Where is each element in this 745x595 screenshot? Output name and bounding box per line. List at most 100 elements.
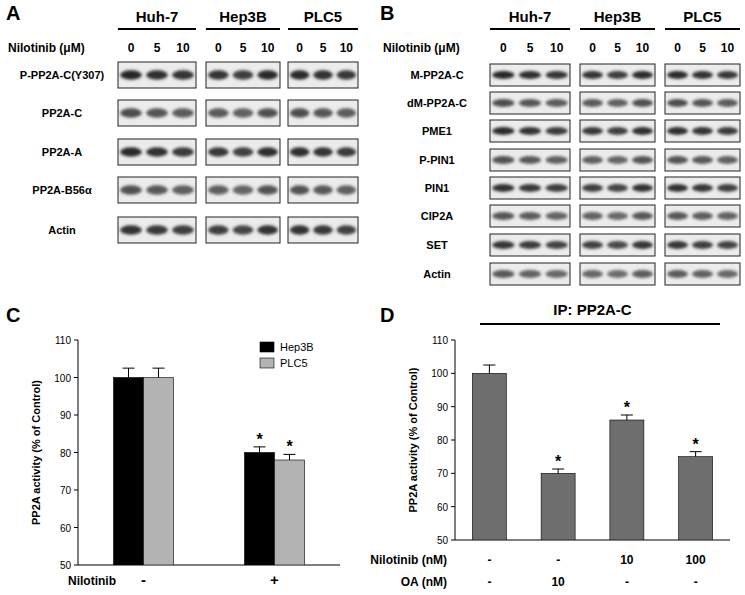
error-stem [128, 368, 129, 377]
blot-box [490, 177, 570, 199]
legend-swatch [260, 342, 274, 352]
band [233, 225, 254, 234]
blot-box [665, 234, 740, 256]
band [172, 185, 194, 194]
condition-value: - [625, 575, 629, 589]
band [582, 156, 603, 164]
band [146, 108, 168, 117]
band [120, 108, 142, 117]
band [146, 70, 168, 79]
y-tick-label: 70 [60, 485, 72, 496]
band [607, 241, 628, 249]
error-bar [153, 368, 165, 377]
band [582, 184, 603, 192]
band [257, 108, 278, 117]
dose: 0 [500, 41, 507, 55]
y-tick-label: 50 [60, 560, 72, 571]
band [667, 241, 688, 249]
cell-line: Hep3B [219, 8, 267, 25]
band [290, 225, 310, 234]
band [582, 270, 603, 278]
blot-box [118, 217, 196, 243]
significance: * [256, 431, 263, 448]
blot-box [580, 263, 655, 285]
band [717, 270, 738, 278]
band [632, 156, 653, 164]
header-rule [288, 28, 358, 30]
blot-label: M-PP2A-C [410, 69, 463, 81]
condition-label: OA (nM) [401, 575, 447, 589]
y-tick-label: 90 [437, 402, 449, 413]
band [519, 212, 541, 220]
band [233, 108, 254, 117]
dose: 10 [550, 41, 564, 55]
bars [472, 365, 712, 540]
band [337, 70, 357, 79]
band [120, 70, 142, 79]
blot-label: Actin [423, 268, 451, 280]
band [632, 270, 653, 278]
title-rule [480, 323, 720, 325]
band [632, 127, 653, 135]
blot-box [118, 62, 196, 88]
error-bar [123, 368, 135, 377]
y-label: PP2A activity (% of Control) [407, 367, 419, 512]
header-rule [206, 28, 280, 30]
y-tick [451, 340, 455, 341]
error-stem [158, 368, 159, 377]
band [492, 270, 514, 278]
blot-box [490, 120, 570, 142]
band [290, 185, 310, 194]
blot-box [665, 149, 740, 171]
blot-box [206, 139, 280, 165]
dose: 10 [721, 41, 735, 55]
error-cap [153, 368, 165, 369]
y-tick-label: 100 [54, 373, 71, 384]
band [717, 71, 738, 79]
header-rule [490, 28, 570, 30]
x-tick-label: + [270, 571, 279, 588]
blot-box [490, 205, 570, 227]
band [337, 185, 357, 194]
blot-box [288, 177, 358, 203]
band [545, 71, 567, 79]
blot-box [580, 64, 655, 86]
blot-box [580, 234, 655, 256]
band [290, 70, 310, 79]
band [607, 156, 628, 164]
band [492, 156, 514, 164]
blot-label: P-PP2A-C(Y307) [20, 69, 105, 81]
band [492, 71, 514, 79]
cell-line: Hep3B [594, 8, 642, 25]
dose: 0 [674, 41, 681, 55]
band [717, 212, 738, 220]
band [492, 127, 514, 135]
band [172, 108, 194, 117]
blot-box [580, 92, 655, 114]
band [632, 71, 653, 79]
band [337, 108, 357, 117]
blot-box [490, 92, 570, 114]
dose: 0 [215, 41, 222, 55]
bar [472, 373, 506, 540]
blot-box [288, 139, 358, 165]
y-tick-label: 90 [60, 410, 72, 421]
band [692, 127, 713, 135]
band [337, 147, 357, 156]
band [492, 99, 514, 107]
band [667, 184, 688, 192]
blot-label: Actin [48, 224, 76, 236]
condition-value: - [487, 575, 491, 589]
y-tick-label: 100 [431, 368, 448, 379]
dose: 10 [176, 41, 190, 55]
band [519, 156, 541, 164]
blot-label: CIP2A [421, 210, 453, 222]
band [208, 108, 229, 117]
figure: ANilotinib (μM)Huh-70510Hep3B0510PLC5051… [0, 0, 745, 595]
band [313, 225, 333, 234]
band [257, 185, 278, 194]
cell-line: PLC5 [304, 8, 342, 25]
blot-box [206, 100, 280, 126]
band [607, 270, 628, 278]
significance: * [693, 436, 700, 453]
